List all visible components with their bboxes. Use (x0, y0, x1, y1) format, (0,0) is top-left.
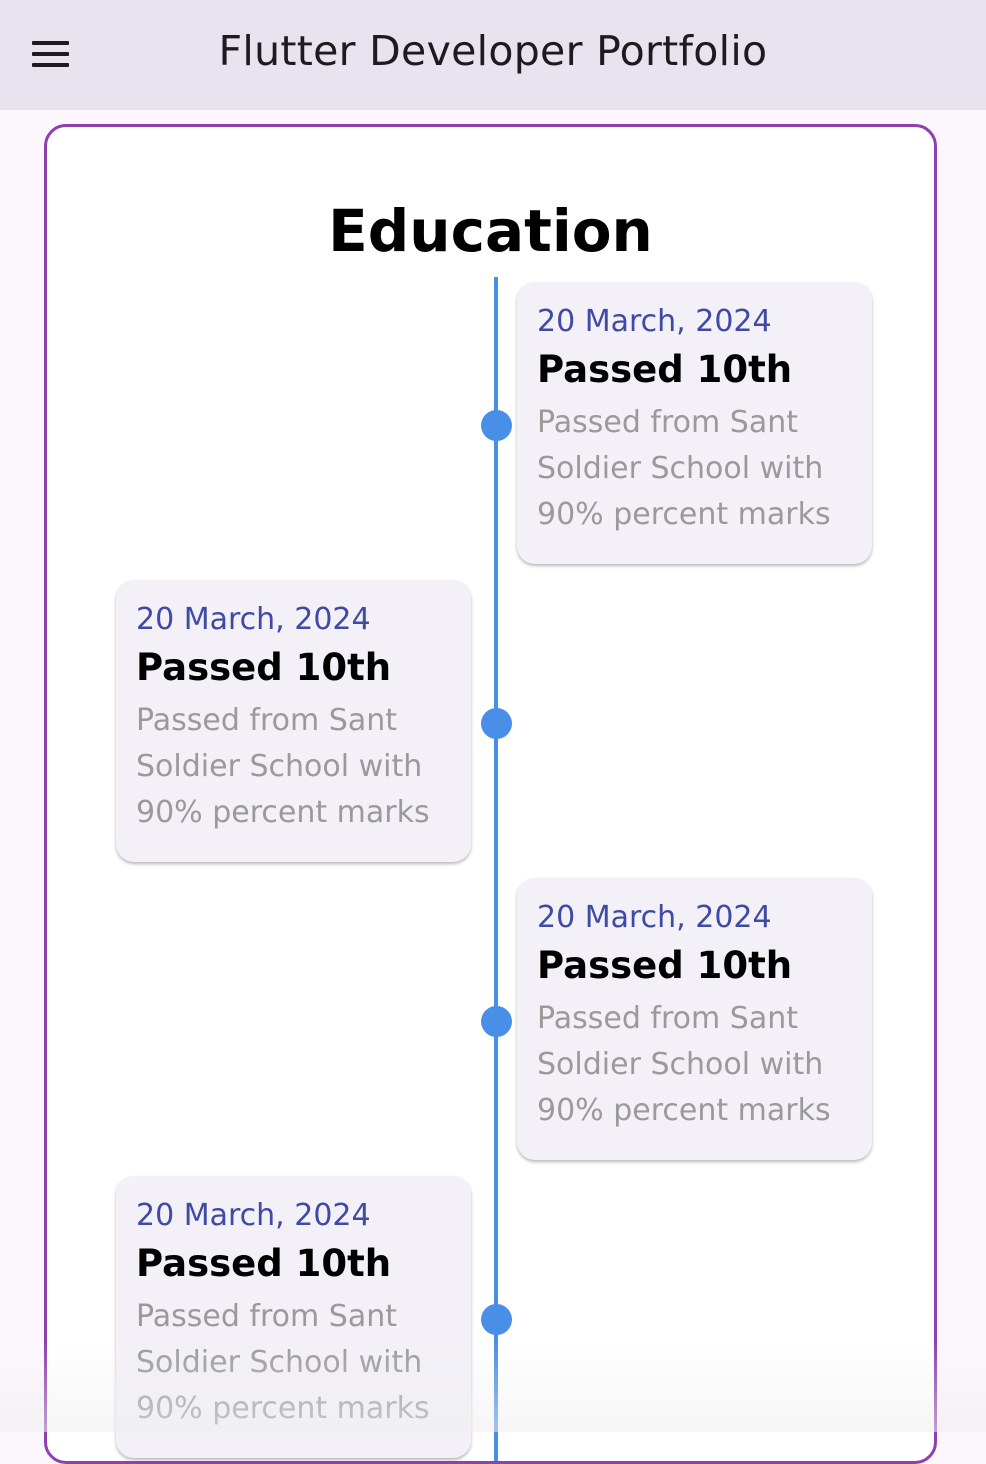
timeline-item: 20 March, 2024 Passed 10th Passed from S… (517, 878, 872, 1160)
app-title: Flutter Developer Portfolio (218, 27, 768, 75)
timeline-dot (481, 1006, 512, 1037)
timeline-item-description: Passed from Sant Soldier School with 90%… (537, 405, 831, 532)
timeline-item-date: 20 March, 2024 (537, 900, 772, 935)
timeline-item-description: Passed from Sant Soldier School with 90%… (136, 703, 430, 830)
timeline-item-title: Passed 10th (136, 646, 392, 689)
timeline-item: 20 March, 2024 Passed 10th Passed from S… (116, 580, 471, 862)
timeline-dot (481, 410, 512, 441)
timeline-item-description: Passed from Sant Soldier School with 90%… (537, 1001, 831, 1128)
menu-icon-bar (32, 63, 69, 67)
app-bar: Flutter Developer Portfolio (0, 0, 986, 110)
timeline-item-title: Passed 10th (537, 944, 793, 987)
timeline-dot (481, 1304, 512, 1335)
menu-icon-bar (32, 41, 69, 45)
timeline-line (494, 277, 498, 1461)
menu-icon[interactable] (22, 30, 78, 80)
timeline-item-date: 20 March, 2024 (537, 304, 772, 339)
education-card: Education 20 March, 2024 Passed 10th Pas… (44, 124, 937, 1464)
timeline-item: 20 March, 2024 Passed 10th Passed from S… (116, 1176, 471, 1458)
timeline-item: 20 March, 2024 Passed 10th Passed from S… (517, 282, 872, 564)
timeline-item-date: 20 March, 2024 (136, 602, 371, 637)
timeline-dot (481, 708, 512, 739)
timeline-item-date: 20 March, 2024 (136, 1198, 371, 1233)
timeline-item-description: Passed from Sant Soldier School with 90%… (136, 1299, 430, 1426)
menu-icon-bar (32, 52, 69, 56)
timeline-item-title: Passed 10th (136, 1242, 392, 1285)
timeline-item-title: Passed 10th (537, 348, 793, 391)
section-title: Education (328, 197, 653, 265)
